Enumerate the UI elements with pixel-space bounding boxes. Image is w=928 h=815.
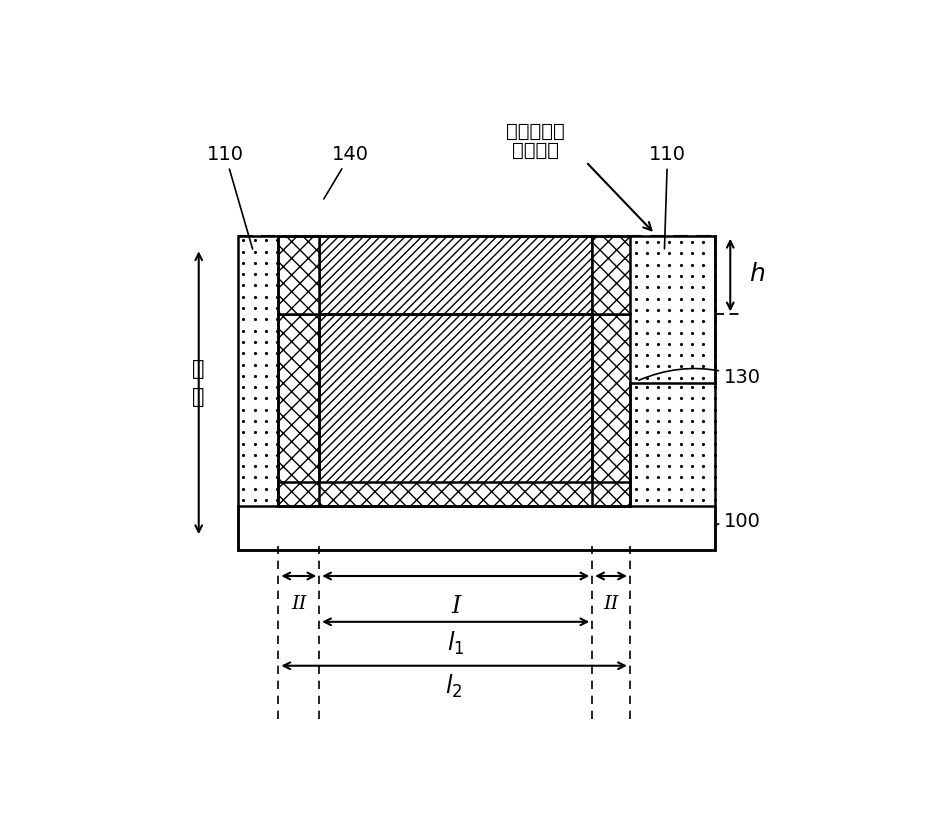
Text: 130: 130 bbox=[638, 368, 760, 386]
Text: 100: 100 bbox=[713, 512, 760, 531]
Bar bbox=[319, 236, 591, 315]
Text: $l_2$: $l_2$ bbox=[445, 673, 462, 700]
Text: II: II bbox=[290, 595, 306, 613]
Text: I: I bbox=[451, 595, 460, 618]
Text: $h$: $h$ bbox=[748, 263, 765, 286]
Bar bbox=[278, 482, 629, 505]
Bar bbox=[278, 315, 319, 505]
Text: 140: 140 bbox=[324, 145, 368, 199]
Bar bbox=[591, 315, 629, 505]
Text: $l_1$: $l_1$ bbox=[446, 629, 464, 657]
Bar bbox=[238, 505, 714, 549]
Bar bbox=[238, 236, 714, 549]
Text: 层间介质层: 层间介质层 bbox=[506, 121, 564, 140]
Bar bbox=[319, 315, 591, 505]
Text: 110: 110 bbox=[206, 145, 252, 249]
Text: 110: 110 bbox=[649, 145, 685, 249]
Bar bbox=[238, 236, 714, 549]
Bar bbox=[591, 236, 629, 315]
Text: 顶部表面: 顶部表面 bbox=[511, 141, 559, 160]
Text: 纵
向: 纵 向 bbox=[192, 359, 205, 408]
Text: II: II bbox=[602, 595, 618, 613]
Bar bbox=[278, 236, 319, 315]
